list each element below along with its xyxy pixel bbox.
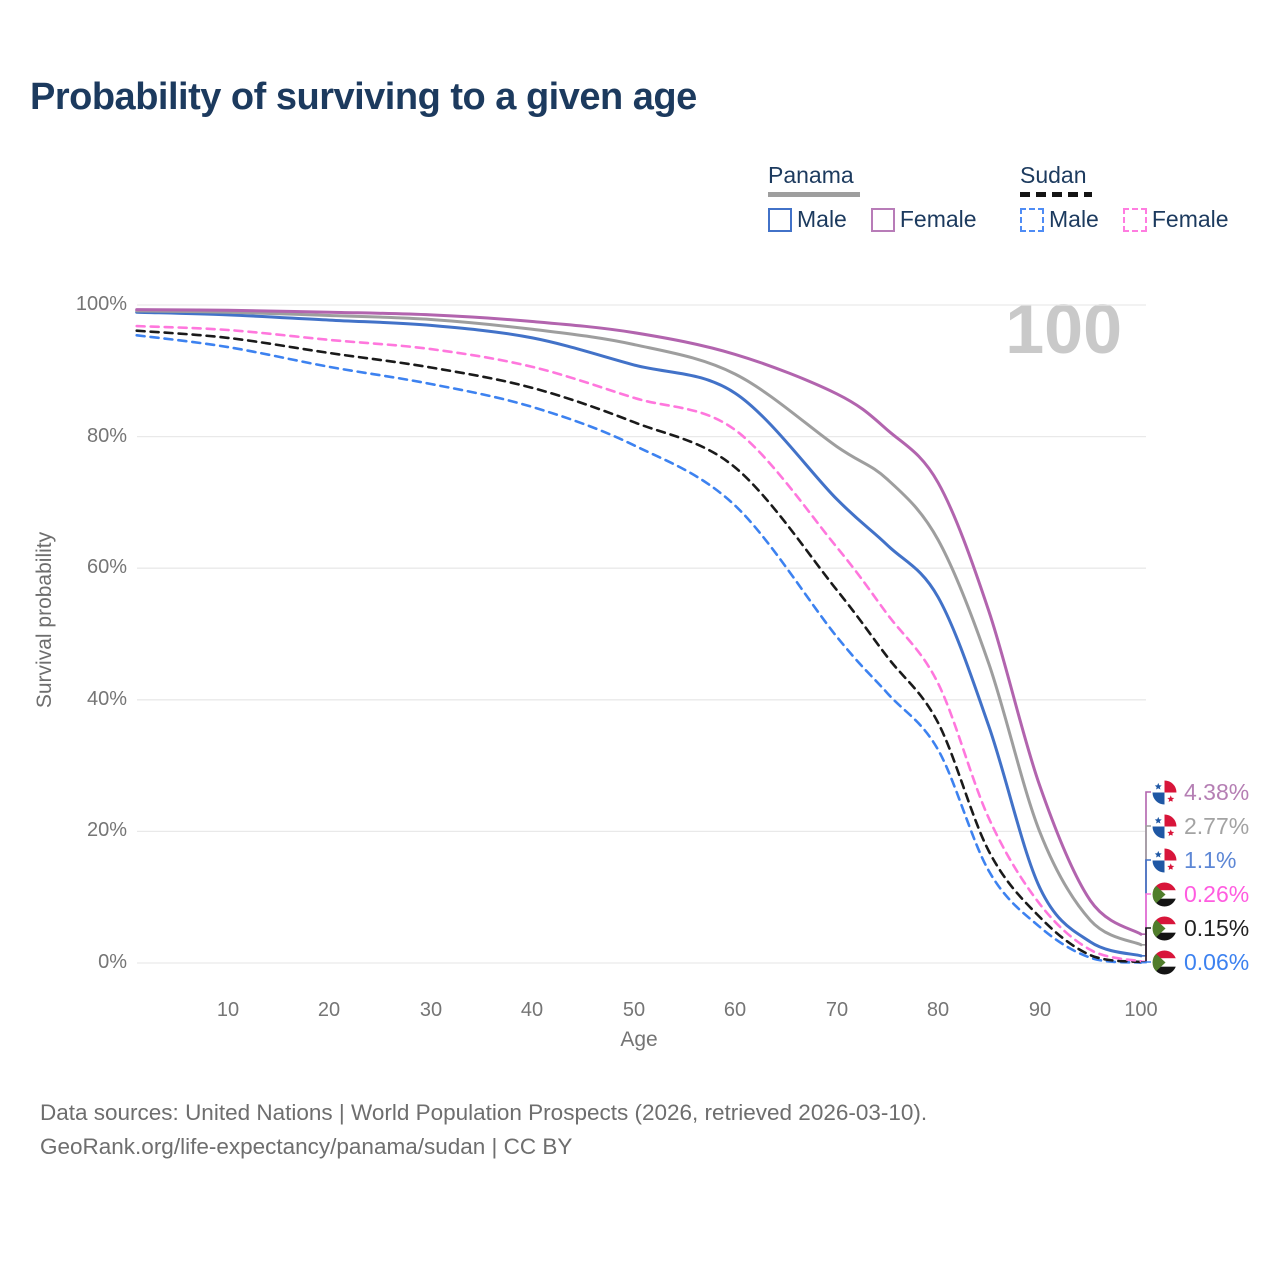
series-line-panama-male[interactable] <box>135 310 1143 958</box>
legend-item-label: Male <box>797 206 847 232</box>
panama-flag-icon <box>1152 848 1177 872</box>
y-tick-label: 80% <box>86 425 127 447</box>
x-tick-label: 100 <box>1124 999 1158 1021</box>
sudan-flag-icon <box>1152 950 1177 974</box>
x-tick-label: 10 <box>216 999 240 1021</box>
x-tick-label: 50 <box>622 999 646 1021</box>
panama-line-style-swatch <box>768 192 860 197</box>
x-tick-label: 40 <box>520 999 544 1021</box>
panama-flag-icon <box>1152 814 1177 838</box>
end-label-value: 1.1% <box>1184 846 1237 873</box>
end-label-value: 0.26% <box>1184 880 1250 907</box>
sudan-line-style-swatch <box>1020 192 1092 197</box>
y-tick-label: 0% <box>98 951 127 973</box>
series-line-sudan-both[interactable] <box>135 329 1143 964</box>
footer-line-2: GeoRank.org/life-expectancy/panama/sudan… <box>40 1134 573 1159</box>
legend-item-panama-female[interactable]: Female <box>870 206 977 233</box>
legend-group-title-panama: Panama <box>768 162 854 188</box>
end-label-value: 0.06% <box>1184 948 1250 975</box>
series-line-sudan-male[interactable] <box>135 334 1143 964</box>
hover-age-watermark: 100 <box>1005 290 1122 368</box>
sudan-flag-icon <box>1152 882 1177 906</box>
end-label-row-panama-female: 4.38% <box>1152 779 1249 805</box>
end-label-value: 2.77% <box>1184 812 1250 839</box>
legend-item-label: Male <box>1049 206 1099 232</box>
legend-item-panama-male[interactable]: Male <box>768 206 847 233</box>
end-label-row-sudan-male: 0.06% <box>1152 949 1249 975</box>
end-label-row-panama-both: 2.77% <box>1152 813 1249 839</box>
x-tick-label: 30 <box>419 999 443 1021</box>
legend-item-sudan-female[interactable]: Female <box>1122 206 1229 233</box>
end-label-row-panama-male: 1.1% <box>1152 847 1236 873</box>
end-label-row-sudan-female: 0.26% <box>1152 881 1249 907</box>
leader-line <box>1141 961 1151 964</box>
y-tick-label: 20% <box>86 819 127 841</box>
x-tick-label: 70 <box>825 999 849 1021</box>
end-label-value: 4.38% <box>1184 778 1250 805</box>
legend-group-panama: Panama Male Female <box>768 162 977 233</box>
legend-group-title-sudan: Sudan <box>1020 162 1087 188</box>
checkbox-icon <box>870 207 895 232</box>
checkbox-icon <box>1020 207 1044 232</box>
legend-item-sudan-male[interactable]: Male <box>1020 206 1099 233</box>
checkbox-icon <box>1122 207 1147 232</box>
legend-group-sudan: Sudan Male Female <box>1020 162 1229 233</box>
panama-flag-icon <box>1152 780 1177 804</box>
end-label-row-sudan-both: 0.15% <box>1152 915 1249 941</box>
legend-item-label: Female <box>899 206 977 232</box>
series-line-sudan-female[interactable] <box>135 324 1143 963</box>
y-tick-label: 60% <box>86 556 127 578</box>
x-tick-label: 80 <box>926 999 950 1021</box>
footer-line-1: Data sources: United Nations | World Pop… <box>40 1100 928 1125</box>
y-tick-label: 40% <box>86 688 127 710</box>
x-axis-title: Age <box>620 1028 658 1051</box>
end-label-value: 0.15% <box>1184 914 1250 941</box>
x-tick-label: 60 <box>723 999 747 1021</box>
checkbox-icon <box>768 207 792 232</box>
y-tick-label: 100% <box>75 293 127 315</box>
page-title: Probability of surviving to a given age <box>30 76 697 118</box>
series-line-panama-female[interactable] <box>135 308 1143 936</box>
x-tick-label: 90 <box>1028 999 1052 1021</box>
x-tick-label: 20 <box>317 999 341 1021</box>
series-line-panama-both[interactable] <box>135 309 1143 947</box>
legend-item-label: Female <box>1151 206 1229 232</box>
sudan-flag-icon <box>1152 916 1177 940</box>
